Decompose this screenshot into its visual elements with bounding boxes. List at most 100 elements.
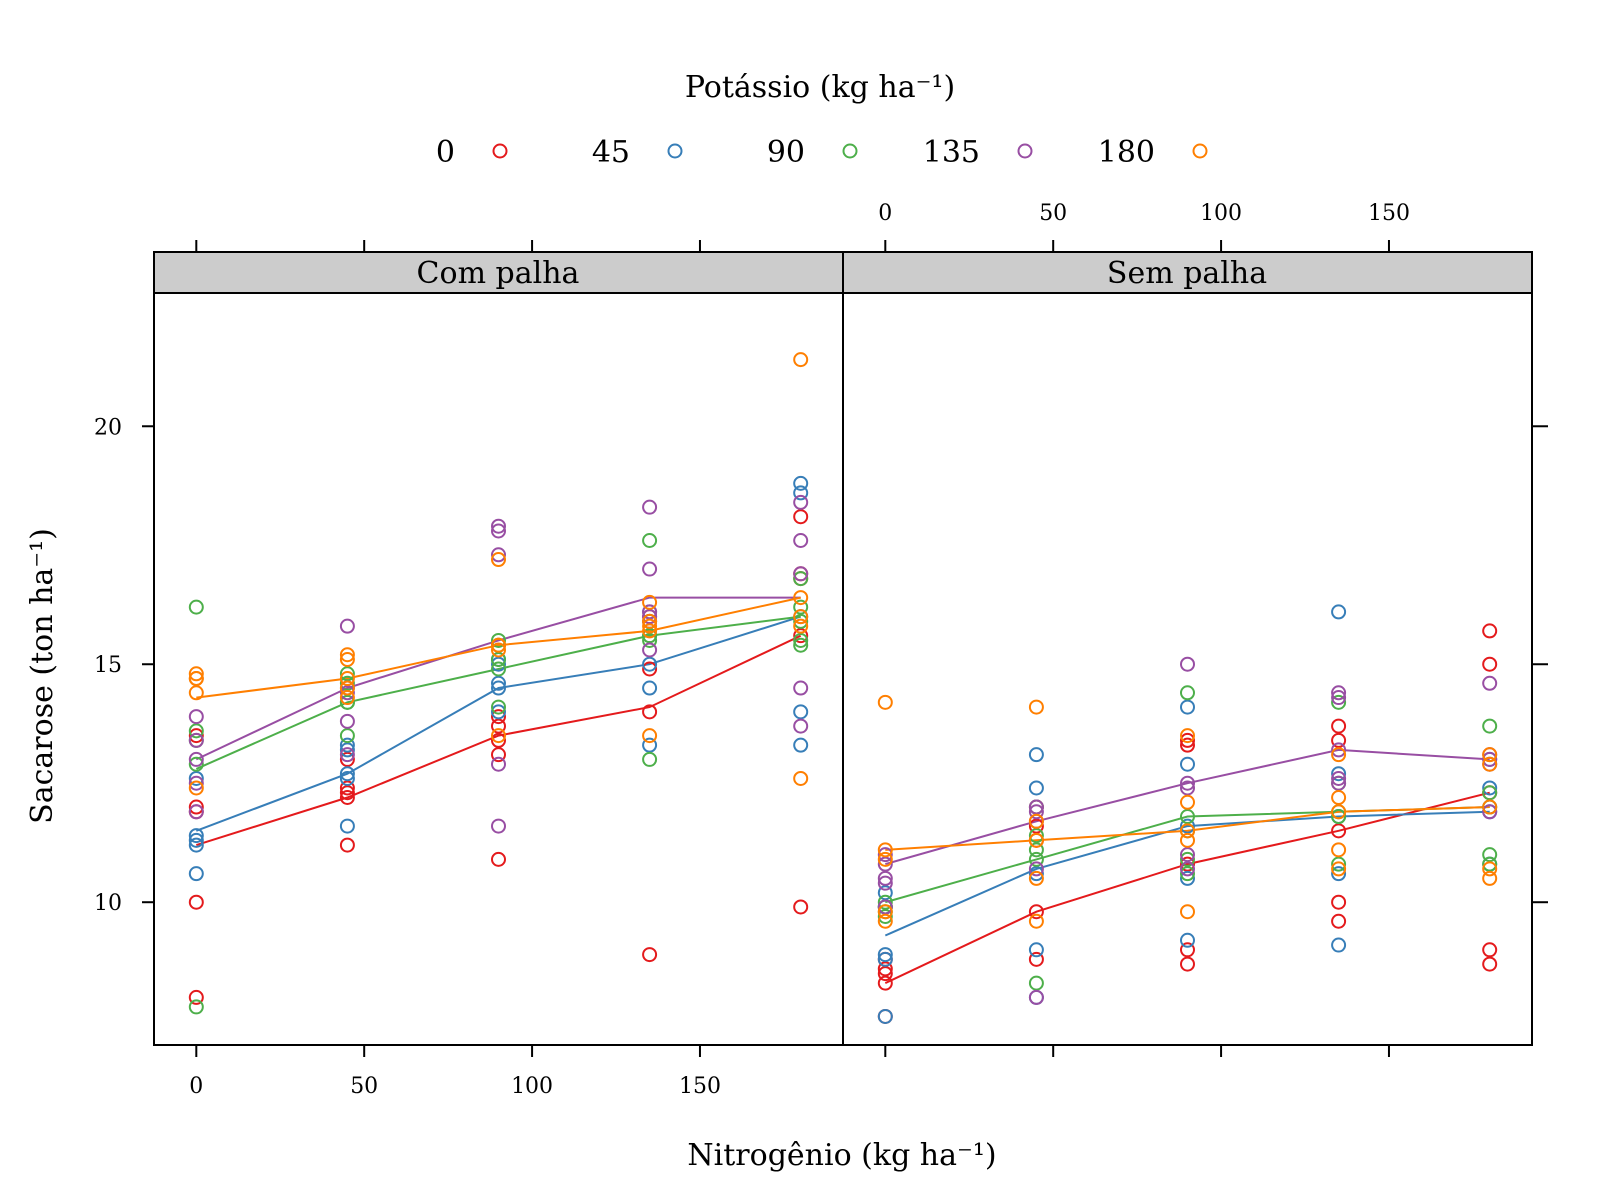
point-k135-n90: [491, 756, 506, 772]
point-k0-n45: [1028, 951, 1044, 967]
point-k180-n180: [1482, 799, 1498, 815]
point-k45-n90: [1180, 818, 1195, 834]
point-k0-n180: [793, 628, 809, 644]
point-k0-n45: [339, 751, 355, 767]
point-k0-n90: [1180, 737, 1195, 753]
point-k180-n90: [491, 642, 506, 658]
legend-marker-0: [492, 143, 508, 159]
point-k90-n0: [188, 756, 204, 772]
point-k0-n180: [1482, 656, 1498, 672]
mean-line-k90: [195, 615, 801, 770]
point-k45-n90: [491, 656, 506, 672]
point-k180-n0: [877, 851, 893, 867]
point-k0-n135: [1331, 913, 1347, 929]
point-k135-n135: [1331, 690, 1347, 706]
point-k45-n135: [642, 737, 658, 753]
point-k180-n180: [1482, 756, 1498, 772]
point-k135-n90: [1180, 656, 1195, 672]
point-k90-n135: [642, 628, 658, 644]
x-tick-label-top-50: 50: [1039, 201, 1067, 226]
point-k180-n135: [642, 613, 658, 629]
series: [188, 352, 1498, 1024]
point-k135-n45: [1028, 799, 1044, 815]
point-k180-n180: [1482, 861, 1498, 877]
point-k90-n135: [1331, 856, 1347, 872]
point-k90-n135: [642, 532, 658, 548]
point-k45-n135: [642, 680, 658, 696]
point-k180-n90: [491, 728, 506, 744]
point-k90-n180: [1482, 847, 1498, 863]
legend-title: Potássio (kg ha⁻¹): [685, 70, 955, 105]
point-k135-n135: [1331, 742, 1347, 758]
point-k45-n45: [339, 770, 355, 786]
point-k0-n135: [642, 947, 658, 963]
point-k90-n180: [1482, 785, 1498, 801]
strip-label-left: Com palha: [417, 256, 580, 291]
point-k0-n135: [642, 704, 658, 720]
x-tick-label-bottom-100: 100: [511, 1074, 553, 1099]
mean-line-k135: [195, 596, 801, 761]
point-k45-n90: [491, 675, 506, 691]
mean-line-k180: [885, 806, 1490, 851]
x-tick-label-bottom-0: 0: [189, 1074, 203, 1099]
point-k45-n90: [491, 680, 506, 696]
point-k180-n180: [793, 770, 809, 786]
point-k135-n180: [1482, 804, 1498, 820]
point-k0-n45: [339, 785, 355, 801]
point-k180-n45: [339, 647, 355, 663]
point-k135-n0: [188, 775, 204, 791]
point-k45-n180: [793, 485, 809, 501]
point-k135-n135: [1331, 685, 1347, 701]
point-k90-n0: [877, 894, 893, 910]
point-k45-n135: [1331, 866, 1347, 882]
mean-line-k45: [195, 615, 802, 832]
point-k180-n180: [793, 352, 809, 368]
point-k180-n90: [1180, 794, 1195, 810]
point-k135-n135: [1331, 775, 1347, 791]
point-k90-n135: [642, 751, 658, 767]
point-k0-n180: [1482, 942, 1498, 958]
legend-marker-180: [1192, 143, 1208, 159]
point-k135-n0: [877, 870, 893, 886]
point-k135-n0: [877, 856, 893, 872]
point-k135-n45: [1028, 804, 1044, 820]
point-k0-n90: [491, 732, 506, 748]
point-k45-n135: [1331, 604, 1347, 620]
point-k90-n135: [642, 632, 658, 648]
x-tick-label-top-150: 150: [1368, 201, 1410, 226]
point-k0-n180: [793, 509, 809, 525]
point-k180-n180: [793, 609, 809, 625]
point-k135-n135: [1331, 770, 1347, 786]
x-tick-label-top-100: 100: [1200, 201, 1242, 226]
point-k0-n0: [188, 894, 204, 910]
point-k0-n180: [793, 899, 809, 915]
point-k180-n45: [1028, 813, 1044, 829]
legend-label-135: 135: [923, 135, 980, 170]
point-k180-n135: [1331, 804, 1347, 820]
point-k135-n90: [491, 523, 506, 539]
point-k45-n45: [339, 766, 355, 782]
point-k135-n90: [1180, 861, 1195, 877]
point-k90-n90: [491, 699, 506, 715]
point-k180-n45: [1028, 870, 1044, 886]
point-k90-n45: [339, 728, 355, 744]
point-k0-n90: [1180, 956, 1195, 972]
point-k45-n0: [188, 828, 204, 844]
y-axis-title: Sacarose (ton ha⁻¹): [25, 528, 60, 824]
point-k180-n135: [1331, 747, 1347, 763]
point-k90-n180: [793, 613, 809, 629]
y-tick-label-20: 20: [94, 415, 122, 440]
point-k0-n90: [1180, 942, 1195, 958]
point-k0-n45: [1028, 818, 1044, 834]
legend-marker-90: [842, 143, 858, 159]
x-axis-title: Nitrogênio (kg ha⁻¹): [687, 1138, 996, 1173]
y-tick-label-15: 15: [94, 653, 122, 678]
point-k135-n90: [1180, 780, 1195, 796]
point-k45-n0: [877, 885, 893, 901]
point-k135-n0: [188, 709, 204, 725]
point-k0-n0: [877, 966, 893, 982]
x-tick-label-bottom-50: 50: [350, 1074, 378, 1099]
point-k180-n45: [1028, 832, 1044, 848]
point-k0-n0: [188, 989, 204, 1005]
